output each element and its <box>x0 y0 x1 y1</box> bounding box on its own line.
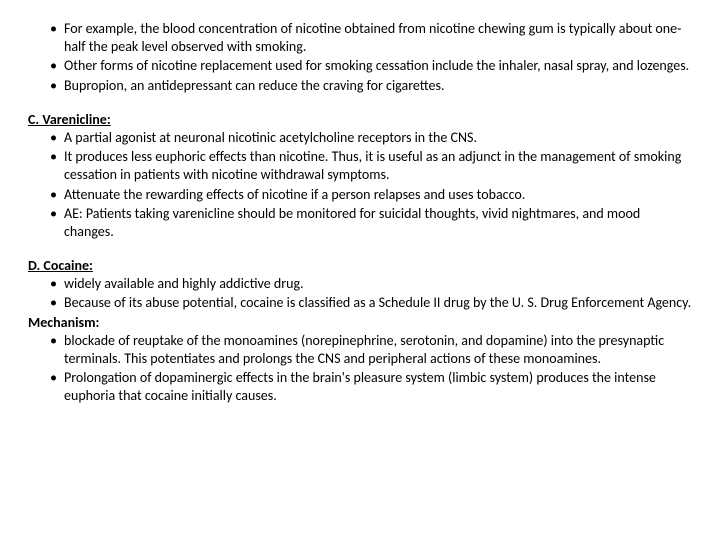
list-item: Attenuate the rewarding effects of nicot… <box>50 186 692 204</box>
list-item: For example, the blood concentration of … <box>50 20 692 56</box>
list-item: widely available and highly addictive dr… <box>50 275 692 293</box>
mechanism-heading: Mechanism: <box>28 314 99 331</box>
list-item: AE: Patients taking varenicline should b… <box>50 205 692 241</box>
cocaine-list: widely available and highly addictive dr… <box>28 275 692 312</box>
varenicline-section: C. Varenicline: A partial agonist at neu… <box>28 111 692 241</box>
list-item: Other forms of nicotine replacement used… <box>50 57 692 75</box>
mechanism-list: blockade of reuptake of the monoamines (… <box>28 332 692 406</box>
intro-section: For example, the blood concentration of … <box>28 20 692 95</box>
list-item: Prolongation of dopaminergic effects in … <box>50 369 692 405</box>
list-item: blockade of reuptake of the monoamines (… <box>50 332 692 368</box>
list-item: It produces less euphoric effects than n… <box>50 148 692 184</box>
varenicline-list: A partial agonist at neuronal nicotinic … <box>28 129 692 241</box>
intro-list: For example, the blood concentration of … <box>28 20 692 95</box>
cocaine-section: D. Cocaine: widely available and highly … <box>28 257 692 406</box>
list-item: Bupropion, an antidepressant can reduce … <box>50 77 692 95</box>
cocaine-heading: D. Cocaine: <box>28 257 93 274</box>
varenicline-heading: C. Varenicline: <box>28 111 111 128</box>
list-item: Because of its abuse potential, cocaine … <box>50 294 692 312</box>
list-item: A partial agonist at neuronal nicotinic … <box>50 129 692 147</box>
